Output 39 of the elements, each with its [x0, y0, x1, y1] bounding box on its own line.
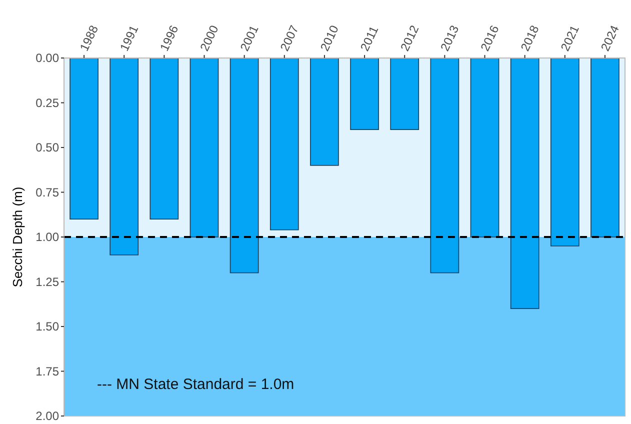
annotation: --- MN State Standard = 1.0m	[97, 376, 294, 394]
x-tick-label: 2013	[438, 22, 462, 54]
bar	[390, 58, 420, 130]
y-tick-label: 0.25	[36, 96, 60, 110]
x-tick-label: 2007	[277, 22, 302, 54]
x-tick-label: 2024	[598, 22, 622, 54]
x-tick-label: 2000	[197, 22, 222, 54]
y-tick-label: 0.75	[36, 185, 60, 200]
x-tick-label: 1996	[157, 22, 182, 54]
x-tick-label: 2016	[478, 22, 502, 54]
bar	[230, 58, 259, 274]
bar	[510, 58, 540, 309]
y-tick-label: 0.00	[36, 51, 60, 66]
y-tick-label: 1.50	[36, 320, 60, 334]
bar	[70, 58, 98, 220]
y-axis-title: Secchi Depth (m)	[10, 186, 25, 288]
bar	[310, 58, 339, 166]
y-tick-label: 2.00	[36, 409, 60, 424]
bar	[270, 58, 299, 230]
bar	[550, 58, 580, 246]
x-tick-label: 2021	[558, 22, 582, 54]
x-tick-label: 2011	[358, 24, 382, 54]
x-tick-label: 1988	[77, 22, 102, 54]
bar	[430, 58, 460, 274]
x-tick-label: 2001	[237, 22, 262, 54]
x-tick-label: 2018	[518, 22, 542, 54]
y-tick-label: 1.00	[36, 230, 60, 244]
x-tick-label: 2010	[317, 22, 342, 54]
bar	[190, 58, 219, 238]
y-tick-label: 1.25	[36, 274, 60, 289]
bar	[350, 58, 379, 130]
bar	[590, 58, 620, 238]
bar	[470, 58, 500, 238]
y-tick-label: 0.50	[36, 140, 60, 155]
bar	[110, 58, 139, 256]
y-tick-label: 1.75	[36, 364, 60, 378]
x-tick-label: 2012	[398, 22, 422, 54]
x-tick-label: 1991	[117, 22, 142, 54]
bar	[150, 58, 179, 220]
